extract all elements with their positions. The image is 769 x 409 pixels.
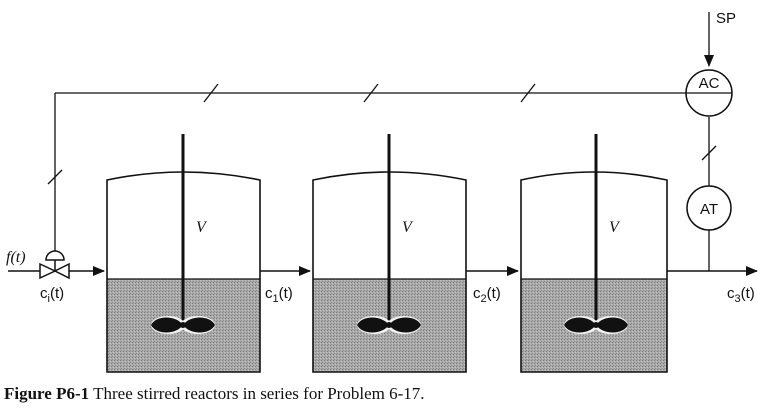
reactor-1-impeller-icon xyxy=(151,316,215,334)
reactor-1: V xyxy=(106,134,261,373)
figure-id: Figure P6-1 xyxy=(4,384,90,403)
reactor-2-impeller-icon xyxy=(357,316,421,334)
stream-3-label: c3(t) xyxy=(727,285,755,305)
reactor-1-volume-label: V xyxy=(196,219,208,236)
figure-caption: Figure P6-1 Three stirred reactors in se… xyxy=(4,384,425,404)
reactor-3: V xyxy=(520,134,668,373)
stream-2-label: c2(t) xyxy=(473,285,501,305)
transmitter-label: AT xyxy=(700,201,718,218)
reactor-2-volume-label: V xyxy=(402,219,414,236)
stream-1-label: c1(t) xyxy=(265,285,293,305)
controller-label: AC xyxy=(699,75,720,92)
inlet-conc-label: ci(t) xyxy=(40,285,64,305)
inlet-flow-label: f(t) xyxy=(6,249,26,266)
signal-lines xyxy=(47,12,717,271)
analyzer-controller: AC xyxy=(685,69,733,117)
reactor-2: V xyxy=(312,134,467,373)
analyzer-transmitter: AT xyxy=(686,185,732,231)
reactor-3-impeller-icon xyxy=(564,316,628,334)
caption-text: Three stirred reactors in series for Pro… xyxy=(93,384,425,403)
reactor-3-volume-label: V xyxy=(609,219,621,236)
setpoint-label: SP xyxy=(716,10,736,27)
control-valve-icon xyxy=(39,250,70,280)
